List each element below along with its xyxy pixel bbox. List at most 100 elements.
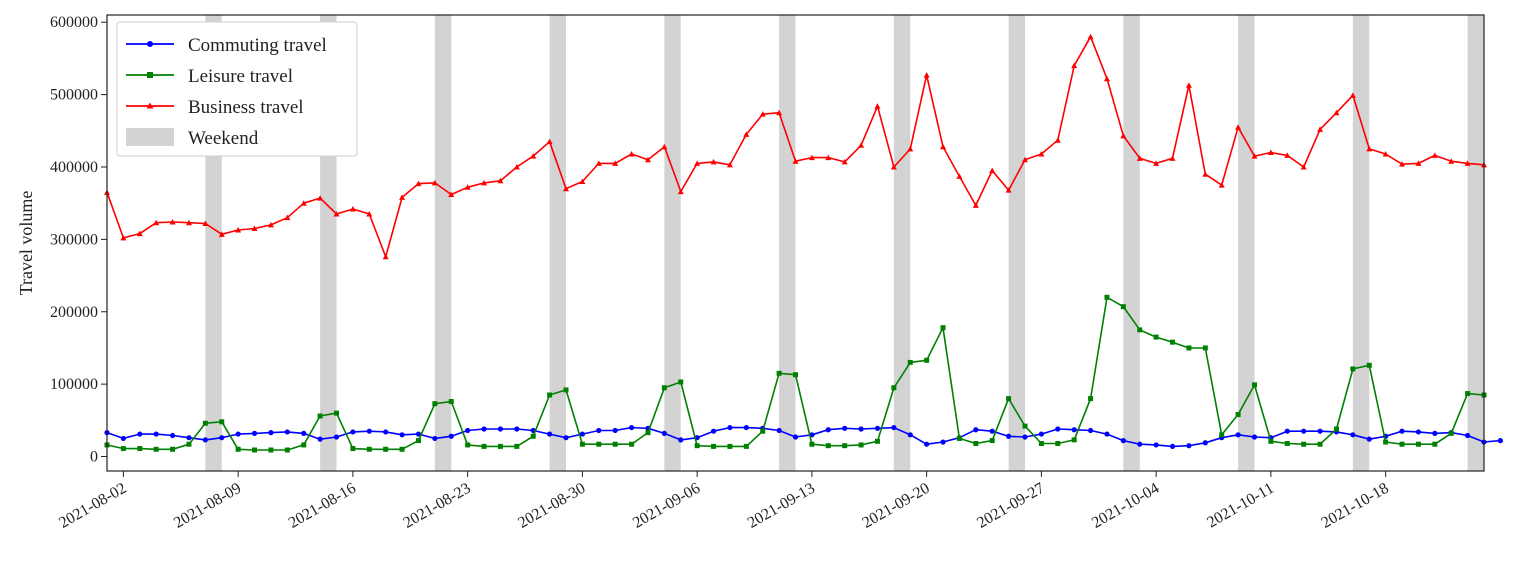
point-s2-66 <box>1170 339 1176 345</box>
point-s3-3 <box>136 230 143 237</box>
point-s2-46 <box>842 443 848 449</box>
point-s3-65 <box>1153 160 1160 166</box>
point-s2-4 <box>153 446 159 452</box>
weekend-band-5 <box>664 15 681 471</box>
series-3 <box>104 33 1487 260</box>
x-axis: 2021-08-02 2021-08-09 2021-08-16 2021-08-23… <box>56 471 1392 532</box>
weekend-band-10 <box>1238 15 1255 471</box>
point-s2-54 <box>973 440 979 446</box>
point-s2-62 <box>1104 294 1110 300</box>
legend-swatch-weekend <box>126 128 174 146</box>
point-s2-74 <box>1301 441 1307 447</box>
point-s3-20 <box>415 180 422 187</box>
point-s3-41 <box>759 111 766 117</box>
point-s2-12 <box>284 447 290 453</box>
point-s3-9 <box>235 226 242 233</box>
point-s1-11 <box>268 430 274 436</box>
point-s1-7 <box>202 437 208 443</box>
point-s3-29 <box>563 185 569 192</box>
point-s2-8 <box>219 419 225 425</box>
point-s3-13 <box>300 200 307 206</box>
point-s1-60 <box>1071 427 1077 433</box>
x-tick-label-2021-10-18: 2021-10-18 <box>1318 480 1391 532</box>
point-s2-30 <box>579 441 585 447</box>
point-s2-34 <box>645 430 651 436</box>
point-s1-33 <box>628 424 635 431</box>
point-s2-22 <box>448 399 454 405</box>
x-tick-label-2021-08-30: 2021-08-30 <box>515 480 588 532</box>
point-s2-25 <box>497 443 503 449</box>
point-s3-22 <box>448 191 455 198</box>
point-s1-12 <box>284 429 290 435</box>
point-s3-16 <box>349 205 356 212</box>
point-s2-56 <box>1006 396 1012 402</box>
x-tick-label-2021-09-13: 2021-09-13 <box>745 480 818 532</box>
point-s1-84 <box>1465 432 1471 439</box>
point-s1-59 <box>1055 426 1061 432</box>
point-s2-84 <box>1465 391 1471 397</box>
point-s2-71 <box>1252 382 1257 388</box>
point-s2-17 <box>366 446 372 452</box>
point-s3-56 <box>1005 187 1012 193</box>
point-s1-39 <box>727 424 733 431</box>
y-axis: 0 100000 200000 300000 400000 500000 600000 <box>50 14 107 466</box>
point-s3-73 <box>1284 152 1291 158</box>
point-s1-65 <box>1153 442 1159 448</box>
point-s2-65 <box>1153 334 1159 340</box>
point-s2-72 <box>1268 438 1274 444</box>
point-s3-28 <box>546 138 553 145</box>
legend-label-weekend: Weekend <box>188 128 259 149</box>
point-s3-71 <box>1251 153 1258 159</box>
point-s2-26 <box>514 443 520 449</box>
point-s1-6 <box>186 435 192 441</box>
x-tick-label-2021-08-09: 2021-08-09 <box>171 480 244 532</box>
point-s2-20 <box>415 438 421 444</box>
point-s3-49 <box>890 164 897 170</box>
point-s3-37 <box>694 160 701 166</box>
point-s3-50 <box>907 145 914 152</box>
point-s1-4 <box>153 431 159 437</box>
point-s2-27 <box>530 433 536 439</box>
x-tick-label-2021-08-23: 2021-08-23 <box>400 480 473 532</box>
point-s2-76 <box>1333 426 1339 432</box>
point-s1-26 <box>514 426 520 432</box>
point-s1-42 <box>776 427 782 434</box>
point-s1-25 <box>497 426 504 432</box>
point-s2-11 <box>268 447 274 453</box>
point-s3-43 <box>792 158 799 164</box>
point-s2-14 <box>317 413 323 419</box>
point-s1-9 <box>235 431 241 437</box>
point-s3-83 <box>1448 158 1455 164</box>
point-s2-79 <box>1383 439 1389 445</box>
point-s1-82 <box>1432 430 1438 436</box>
point-s1-81 <box>1415 429 1422 435</box>
y-tick-label-0: 0 <box>90 449 98 466</box>
y-tick-label-100000: 100000 <box>50 376 98 393</box>
point-s2-40 <box>743 443 749 449</box>
plot-frame <box>106 14 1485 472</box>
point-s1-86 <box>1497 438 1503 444</box>
point-s3-17 <box>366 211 373 217</box>
legend-marker-leisure <box>147 72 153 78</box>
legend-label-business: Business travel <box>188 97 304 118</box>
point-s1-58 <box>1038 431 1044 437</box>
weekend-band-7 <box>893 15 911 471</box>
point-s2-5 <box>170 446 176 452</box>
point-s3-48 <box>874 103 881 109</box>
point-s3-84 <box>1464 160 1471 166</box>
point-s1-62 <box>1104 431 1110 437</box>
point-s3-69 <box>1218 182 1225 188</box>
point-s3-4 <box>153 219 160 226</box>
point-s3-57 <box>1022 156 1028 163</box>
point-s3-51 <box>923 72 930 78</box>
point-s1-74 <box>1301 428 1307 434</box>
point-s3-23 <box>464 184 471 190</box>
point-s2-47 <box>858 442 864 448</box>
point-s2-63 <box>1120 304 1126 310</box>
point-s2-21 <box>432 401 438 407</box>
point-s3-72 <box>1267 149 1274 156</box>
point-s1-10 <box>251 430 258 436</box>
point-s1-21 <box>432 435 438 442</box>
point-s3-25 <box>497 177 504 184</box>
